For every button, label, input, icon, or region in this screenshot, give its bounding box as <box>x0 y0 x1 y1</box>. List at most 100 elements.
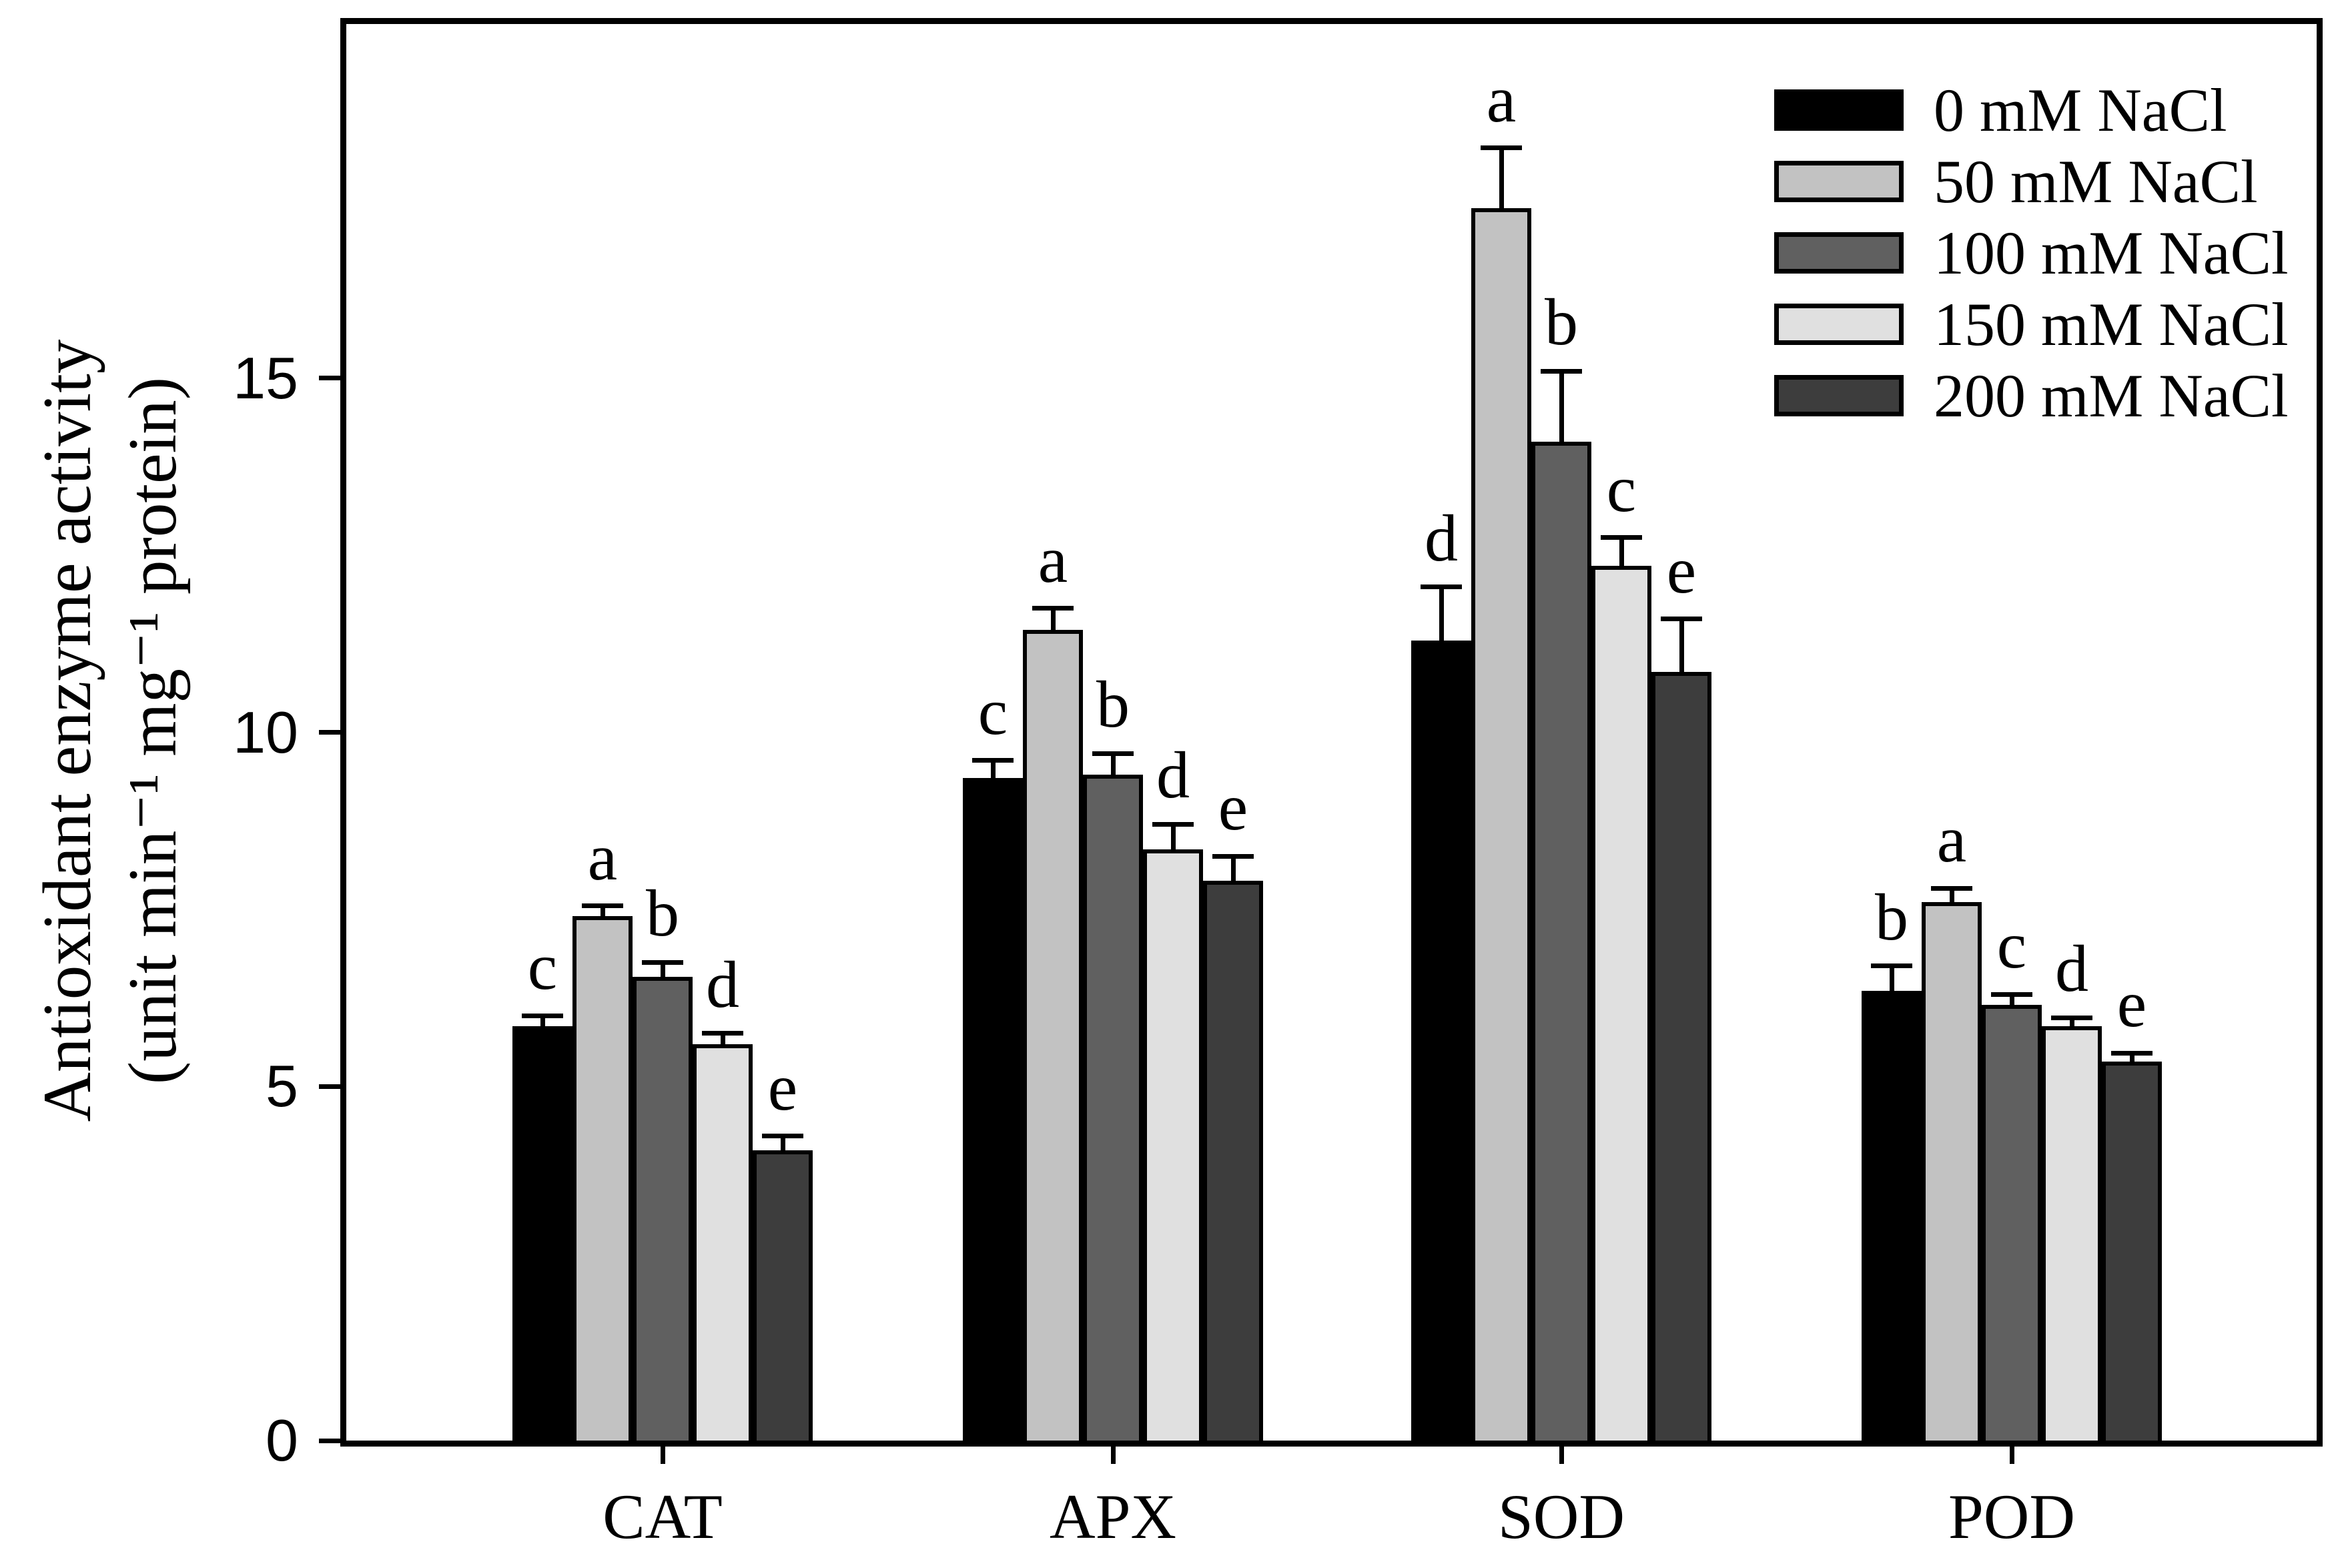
bar <box>1411 640 1471 1441</box>
significance-letter: a <box>1038 522 1068 597</box>
error-bar <box>1559 371 1564 442</box>
bar <box>1531 442 1591 1441</box>
significance-letter: a <box>587 819 618 894</box>
x-tick-label: APX <box>1049 1481 1177 1552</box>
plot-border-box <box>340 18 2323 1447</box>
bar <box>1862 990 1922 1441</box>
x-tick-mark <box>1559 1447 1564 1464</box>
error-bar <box>2009 994 2014 1006</box>
bar <box>1591 566 1651 1441</box>
x-tick-label: CAT <box>603 1481 723 1552</box>
error-bar <box>600 905 605 917</box>
significance-letter: a <box>1486 61 1517 136</box>
bar <box>963 778 1023 1441</box>
y-tick-label: 10 <box>233 699 298 765</box>
error-bar-cap <box>1481 145 1522 151</box>
error-bar <box>1110 753 1116 775</box>
error-bar <box>780 1136 785 1150</box>
bar <box>2102 1062 2162 1441</box>
significance-letter: b <box>1875 879 1908 954</box>
legend-label: 50 mM NaCl <box>1934 147 2258 216</box>
legend-label: 100 mM NaCl <box>1934 219 2289 287</box>
error-bar-cap <box>1541 368 1582 374</box>
legend-swatch <box>1774 375 1904 416</box>
bar <box>693 1044 753 1441</box>
bar <box>1203 881 1263 1441</box>
error-bar-cap <box>1871 963 1912 969</box>
error-bar-cap <box>702 1031 743 1036</box>
legend-swatch <box>1774 161 1904 202</box>
y-axis-title-line1: Antioxidant enzyme activity <box>29 339 105 1122</box>
significance-letter: e <box>767 1050 798 1124</box>
error-bar <box>2069 1018 2074 1027</box>
legend-swatch <box>1774 304 1904 345</box>
x-tick-label: SOD <box>1497 1481 1625 1552</box>
error-bar-cap <box>1661 617 1702 622</box>
error-bar-cap <box>582 903 623 909</box>
significance-letter: b <box>646 876 679 951</box>
bar <box>512 1026 572 1441</box>
significance-letter: c <box>978 674 1008 749</box>
bar <box>1143 849 1203 1441</box>
error-bar-cap <box>2051 1015 2092 1020</box>
x-tick-mark <box>660 1447 665 1464</box>
error-bar-cap <box>642 959 683 965</box>
error-bar <box>2129 1053 2134 1062</box>
bar <box>1922 902 1982 1441</box>
legend-swatch <box>1774 232 1904 274</box>
significance-letter: d <box>2055 931 2088 1006</box>
y-tick-mark <box>319 730 340 735</box>
error-bar <box>1050 608 1056 630</box>
error-bar <box>540 1016 545 1027</box>
x-tick-mark <box>1110 1447 1116 1464</box>
error-bar <box>1230 856 1236 881</box>
error-bar-cap <box>1931 885 1972 891</box>
significance-letter: c <box>1606 451 1637 526</box>
error-bar-cap <box>1421 584 1462 590</box>
error-bar <box>1619 537 1624 566</box>
significance-letter: d <box>706 947 739 1022</box>
legend-swatch <box>1774 89 1904 131</box>
significance-letter: d <box>1156 738 1190 813</box>
significance-letter: e <box>1218 770 1248 845</box>
x-tick-label: POD <box>1948 1481 2076 1552</box>
error-bar-cap <box>1601 535 1642 540</box>
significance-letter: b <box>1545 285 1578 360</box>
error-bar <box>1499 147 1504 208</box>
error-bar-cap <box>1092 751 1134 756</box>
error-bar <box>1170 824 1176 849</box>
y-tick-mark <box>319 1438 340 1443</box>
significance-letter: d <box>1425 500 1458 575</box>
error-bar-cap <box>1212 853 1254 859</box>
significance-letter: a <box>1936 802 1967 877</box>
bar <box>753 1150 813 1441</box>
significance-letter: e <box>2116 967 2147 1042</box>
bar <box>2042 1026 2102 1441</box>
significance-letter: c <box>1996 908 2027 983</box>
legend-label: 200 mM NaCl <box>1934 362 2289 430</box>
error-bar-cap <box>1032 606 1074 611</box>
bar <box>633 976 693 1441</box>
legend-label: 0 mM NaCl <box>1934 76 2227 144</box>
significance-letter: e <box>1666 532 1697 607</box>
bar <box>1651 672 1711 1441</box>
error-bar <box>720 1033 725 1044</box>
error-bar <box>1949 888 1954 903</box>
x-tick-mark <box>2009 1447 2014 1464</box>
bar <box>1982 1005 2042 1441</box>
y-tick-mark <box>319 1084 340 1089</box>
significance-letter: b <box>1096 667 1130 742</box>
y-tick-label: 0 <box>266 1407 298 1473</box>
bar <box>1083 775 1143 1441</box>
y-tick-label: 15 <box>233 344 298 411</box>
error-bar-cap <box>972 758 1014 763</box>
y-tick-mark <box>319 376 340 381</box>
error-bar <box>1679 619 1684 673</box>
error-bar-cap <box>2111 1050 2153 1056</box>
error-bar-cap <box>1152 821 1194 827</box>
legend-label: 150 mM NaCl <box>1934 290 2289 358</box>
error-bar <box>1889 965 1894 991</box>
error-bar-cap <box>1991 992 2032 997</box>
error-bar <box>660 962 665 977</box>
